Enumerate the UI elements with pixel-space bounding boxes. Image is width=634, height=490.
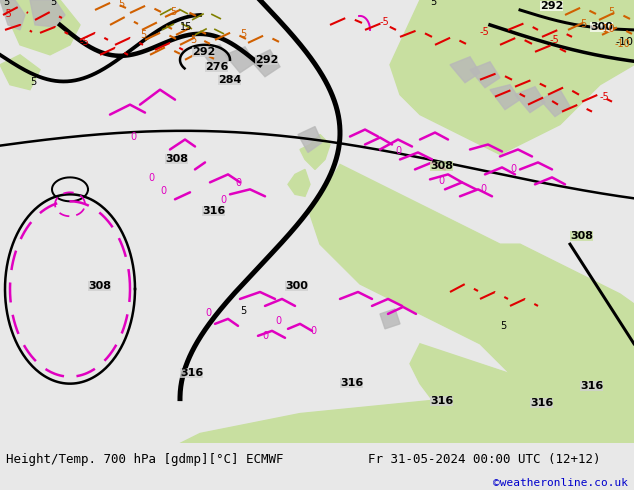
Polygon shape	[225, 47, 255, 73]
Text: 316: 316	[340, 378, 363, 388]
Text: -5: -5	[550, 35, 560, 45]
Text: 292: 292	[255, 55, 278, 65]
Text: 5: 5	[608, 7, 614, 17]
Text: 0: 0	[262, 331, 268, 341]
Text: 316: 316	[530, 397, 553, 408]
Text: -10: -10	[615, 37, 633, 47]
Polygon shape	[540, 90, 570, 117]
Polygon shape	[250, 50, 280, 77]
Polygon shape	[288, 170, 310, 196]
Text: 0: 0	[235, 178, 241, 188]
Text: -5: -5	[3, 9, 13, 19]
Text: 0: 0	[275, 316, 281, 326]
Text: 5: 5	[3, 0, 10, 7]
Text: 0: 0	[510, 165, 516, 174]
Text: 5: 5	[140, 30, 146, 40]
Text: 5: 5	[240, 29, 246, 39]
Polygon shape	[0, 55, 40, 90]
Text: 308: 308	[165, 154, 188, 165]
Text: 5: 5	[30, 77, 36, 87]
Text: 308: 308	[88, 281, 111, 291]
Text: -5: -5	[480, 27, 489, 37]
Text: ©weatheronline.co.uk: ©weatheronline.co.uk	[493, 478, 628, 488]
Polygon shape	[200, 45, 230, 70]
Text: 300: 300	[590, 22, 613, 32]
Polygon shape	[410, 344, 580, 443]
Text: 0: 0	[148, 173, 154, 183]
Text: 308: 308	[430, 161, 453, 172]
Text: -5: -5	[380, 17, 390, 27]
Polygon shape	[300, 135, 330, 170]
Text: 292: 292	[192, 47, 216, 57]
Polygon shape	[490, 85, 520, 110]
Text: 284: 284	[218, 74, 242, 85]
Text: 0: 0	[160, 186, 166, 196]
Polygon shape	[310, 165, 634, 443]
Text: 5: 5	[118, 0, 124, 9]
Text: 5: 5	[190, 35, 197, 45]
Polygon shape	[515, 87, 545, 113]
Text: 15: 15	[180, 22, 192, 32]
Text: 316: 316	[430, 395, 453, 406]
Text: Fr 31-05-2024 00:00 UTC (12+12): Fr 31-05-2024 00:00 UTC (12+12)	[368, 453, 600, 466]
Text: -5: -5	[600, 92, 610, 101]
Text: 5: 5	[500, 321, 507, 331]
Text: 0: 0	[438, 176, 444, 186]
Text: 0: 0	[395, 147, 401, 156]
Polygon shape	[380, 309, 400, 329]
Text: 300: 300	[285, 281, 308, 291]
Text: 0: 0	[130, 131, 136, 142]
Text: 316: 316	[202, 206, 225, 216]
Text: 0: 0	[220, 196, 226, 205]
Text: 5: 5	[240, 306, 246, 316]
Text: 0: 0	[310, 326, 316, 336]
Text: 316: 316	[180, 368, 204, 378]
Polygon shape	[298, 126, 322, 152]
Polygon shape	[30, 0, 65, 27]
Text: 5: 5	[580, 19, 586, 29]
Text: -5: -5	[80, 37, 90, 47]
Text: -10: -10	[615, 39, 631, 49]
Text: 292: 292	[540, 1, 564, 11]
Polygon shape	[0, 0, 80, 55]
Text: 0: 0	[205, 308, 211, 318]
Text: 0: 0	[480, 184, 486, 195]
Polygon shape	[470, 62, 500, 88]
Polygon shape	[450, 57, 480, 83]
Text: -10: -10	[600, 24, 616, 34]
Text: 316: 316	[580, 381, 603, 391]
Text: 5: 5	[430, 0, 436, 7]
Text: 5: 5	[50, 0, 56, 7]
Polygon shape	[390, 0, 634, 154]
Text: 5: 5	[170, 7, 176, 17]
Text: Height/Temp. 700 hPa [gdmp][°C] ECMWF: Height/Temp. 700 hPa [gdmp][°C] ECMWF	[6, 453, 284, 466]
Text: 276: 276	[205, 62, 228, 72]
Text: 308: 308	[570, 231, 593, 241]
Polygon shape	[0, 0, 25, 30]
Polygon shape	[180, 389, 634, 443]
